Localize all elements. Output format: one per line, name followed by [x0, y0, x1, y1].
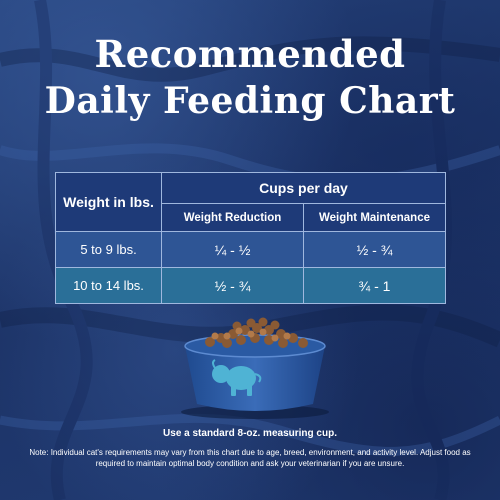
buffalo-logo-icon — [212, 359, 262, 396]
weight-cell: 10 to 14 lbs. — [55, 267, 162, 304]
title-line-1: Recommended — [94, 32, 406, 76]
header-cups-per-day: Cups per day — [161, 172, 446, 204]
header-weight-reduction: Weight Reduction — [161, 203, 304, 232]
measuring-bowl-icon — [175, 316, 335, 421]
header-weight: Weight in lbs. — [55, 172, 162, 232]
title-line-2: Daily Feeding Chart — [44, 80, 456, 122]
weight-cell: 5 to 9 lbs. — [55, 231, 162, 268]
maintenance-cell: ½ - ¾ — [303, 231, 446, 268]
maintenance-cell: ¾ - 1 — [303, 267, 446, 304]
disclaimer-note: Note: Individual cat's requirements may … — [29, 448, 471, 468]
feeding-chart-table: Weight in lbs. Cups per day Weight Reduc… — [55, 172, 446, 304]
reduction-cell: ½ - ¾ — [161, 267, 304, 304]
measuring-cup-caption: Use a standard 8-oz. measuring cup. — [163, 428, 337, 439]
header-weight-maintenance: Weight Maintenance — [303, 203, 446, 232]
table-row: 10 to 14 lbs. ½ - ¾ ¾ - 1 — [55, 267, 446, 304]
reduction-cell: ¼ - ½ — [161, 231, 304, 268]
table-row: 5 to 9 lbs. ¼ - ½ ½ - ¾ — [55, 231, 446, 268]
